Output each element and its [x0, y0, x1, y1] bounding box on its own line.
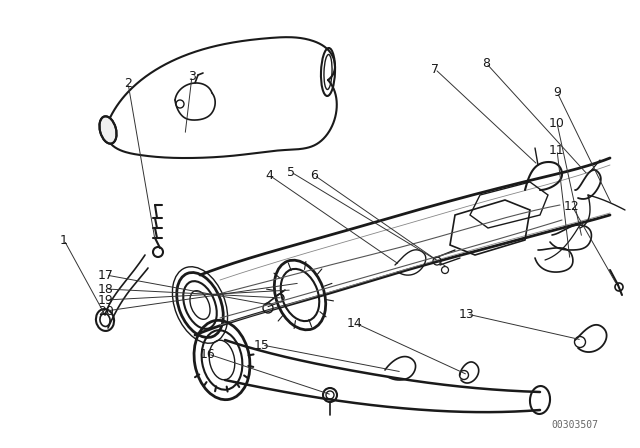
Text: 2: 2	[124, 77, 132, 90]
Text: 17: 17	[98, 268, 114, 281]
Text: 16: 16	[200, 348, 216, 361]
Text: 20: 20	[98, 305, 114, 318]
Text: 4: 4	[265, 168, 273, 181]
Ellipse shape	[99, 116, 116, 144]
Text: 7: 7	[431, 63, 439, 76]
Text: 19: 19	[98, 293, 114, 306]
Text: 5: 5	[287, 165, 295, 178]
Text: 18: 18	[98, 283, 114, 296]
Text: 9: 9	[553, 86, 561, 99]
Text: 10: 10	[549, 116, 565, 129]
Text: 15: 15	[254, 339, 270, 352]
Text: 8: 8	[482, 56, 490, 69]
Text: 00303507: 00303507	[552, 420, 598, 430]
Text: 13: 13	[459, 307, 475, 320]
Text: 12: 12	[564, 199, 580, 212]
Text: 3: 3	[188, 69, 196, 82]
Text: 14: 14	[347, 316, 363, 329]
Text: 11: 11	[549, 143, 565, 156]
Text: 6: 6	[310, 168, 318, 181]
Text: 1: 1	[60, 233, 68, 246]
